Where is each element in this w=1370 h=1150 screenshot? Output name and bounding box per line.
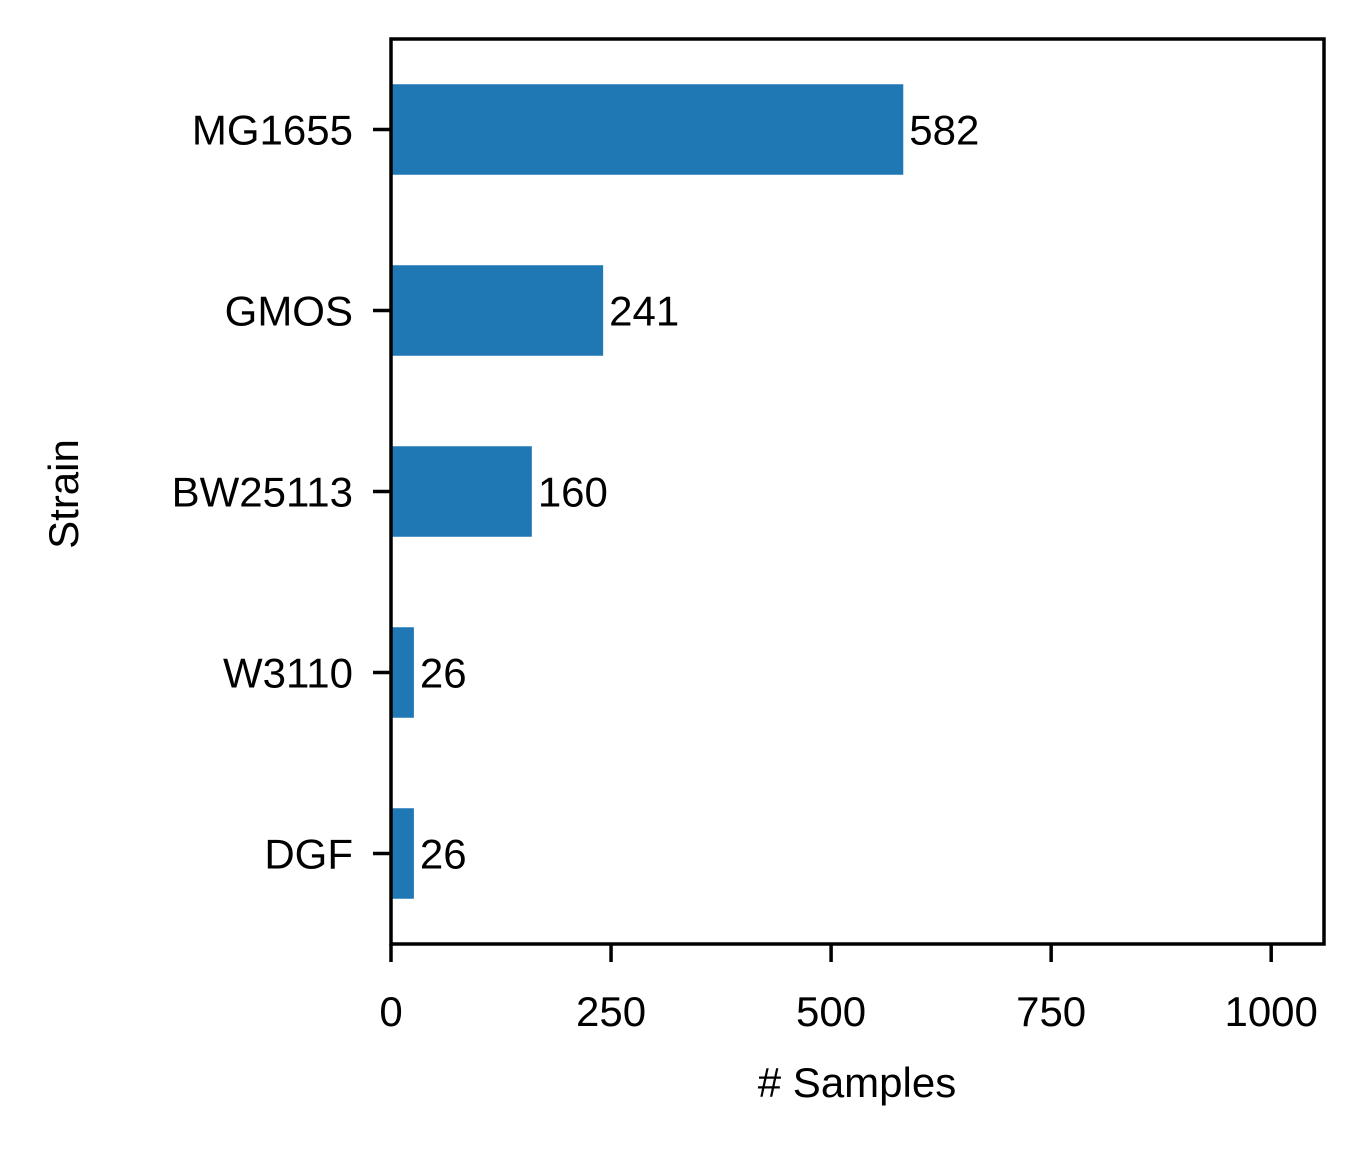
x-tick-label-750: 750 [1016, 988, 1086, 1035]
bar-w3110 [391, 627, 414, 718]
bar-mg1655 [391, 84, 904, 175]
y-tick-label-w3110: W3110 [223, 650, 353, 697]
bar-dgf [391, 808, 414, 899]
y-axis-title: Strain [40, 439, 87, 549]
bar-labels-group: 582 241 160 26 26 [420, 107, 979, 878]
bar-value-label-w3110: 26 [420, 650, 467, 697]
bar-value-label-gmos: 241 [609, 288, 679, 335]
bar-gmos [391, 265, 604, 356]
y-tick-label-bw25113: BW25113 [172, 469, 353, 516]
bars-group [391, 84, 904, 899]
y-axis-ticks: MG1655 GMOS BW25113 W3110 DGF [172, 107, 391, 878]
bar-bw25113 [391, 446, 532, 537]
x-tick-label-1000: 1000 [1224, 988, 1317, 1035]
y-tick-label-dgf: DGF [264, 831, 353, 878]
bar-value-label-mg1655: 582 [909, 107, 979, 154]
bar-value-label-dgf: 26 [420, 831, 467, 878]
x-axis-title: # Samples [758, 1059, 956, 1106]
x-tick-label-500: 500 [796, 988, 866, 1035]
x-tick-label-250: 250 [576, 988, 646, 1035]
x-axis-ticks: 0 250 500 750 1000 [379, 944, 1318, 1035]
x-tick-label-0: 0 [379, 988, 402, 1035]
bar-value-label-bw25113: 160 [538, 469, 608, 516]
y-tick-label-mg1655: MG1655 [192, 107, 353, 154]
plot-frame [389, 37, 1326, 946]
y-tick-label-gmos: GMOS [225, 288, 353, 335]
